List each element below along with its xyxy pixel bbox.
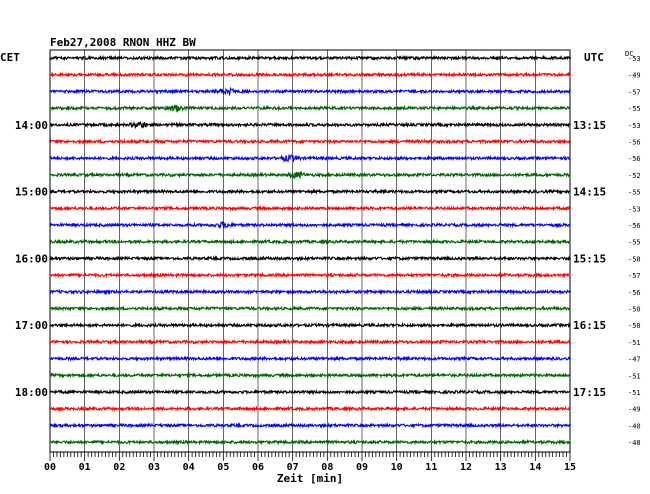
x-tick-label: 13 <box>495 462 507 473</box>
dc-offset-label: -56 <box>628 289 641 297</box>
trace-21 <box>49 388 571 396</box>
x-tick-label: 03 <box>148 462 160 473</box>
trace-1 <box>49 54 572 62</box>
right-hour-label: 14:15 <box>573 186 606 199</box>
x-tick-label: 07 <box>287 462 299 473</box>
dc-offset-label: -56 <box>628 155 641 163</box>
dc-offset-label: -56 <box>628 222 641 230</box>
x-tick-label: 02 <box>113 462 125 473</box>
x-tick-label: 12 <box>460 462 472 473</box>
trace-6 <box>49 138 572 145</box>
trace-19 <box>49 355 571 362</box>
trace-2 <box>49 71 572 79</box>
x-tick-label: 06 <box>252 462 264 473</box>
dc-offset-label: -47 <box>628 356 641 364</box>
x-tick-label: 00 <box>44 462 56 473</box>
trace-7 <box>49 154 571 164</box>
x-tick-label: 05 <box>217 462 229 473</box>
trace-11 <box>49 220 571 230</box>
dc-offset-label: -53 <box>628 122 641 130</box>
dc-offset-label: -40 <box>628 422 641 430</box>
trace-8 <box>49 170 571 180</box>
x-tick-label: 04 <box>183 462 195 473</box>
trace-3 <box>49 86 571 97</box>
trace-4 <box>49 104 571 114</box>
dc-offset-label: -58 <box>628 255 641 263</box>
x-tick-label: 14 <box>529 462 541 473</box>
trace-5 <box>49 120 571 130</box>
dc-offset-label: -53 <box>628 205 641 213</box>
trace-9 <box>49 188 571 195</box>
dc-offset-label: -51 <box>628 389 641 397</box>
dc-offset-label: -48 <box>628 439 641 447</box>
x-tick-label: 10 <box>391 462 403 473</box>
dc-offset-label: -55 <box>628 105 641 113</box>
left-hour-label: 15:00 <box>15 186 48 199</box>
x-tick-label: 11 <box>425 462 437 473</box>
right-hour-label: 16:15 <box>573 319 606 332</box>
x-tick-label: 15 <box>564 462 576 473</box>
left-zone-label: CET <box>0 51 20 64</box>
left-hour-label: 16:00 <box>15 252 48 265</box>
dc-offset-label: -49 <box>628 406 641 414</box>
trace-10 <box>49 204 572 212</box>
trace-22 <box>50 405 571 413</box>
trace-12 <box>49 238 571 246</box>
x-tick-label: 09 <box>356 462 368 473</box>
dc-offset-label: -57 <box>628 88 641 96</box>
trace-15 <box>49 288 572 296</box>
right-hour-label: 15:15 <box>573 252 606 265</box>
dc-offset-label: -52 <box>628 172 641 180</box>
dc-offset-label: -50 <box>628 322 641 330</box>
dc-offset-label: -53 <box>628 55 641 63</box>
trace-17 <box>49 321 571 329</box>
chart-title: Feb27,2008 RNON HHZ BW <box>50 36 196 49</box>
x-tick-label: 08 <box>321 462 333 473</box>
x-tick-label: 01 <box>79 462 91 473</box>
dc-offset-label: -49 <box>628 72 641 80</box>
trace-16 <box>49 305 571 312</box>
dc-offset-label: -55 <box>628 189 641 197</box>
x-axis-label: Zeit [min] <box>277 472 343 485</box>
dc-offset-header: DC <box>625 50 633 58</box>
trace-20 <box>49 371 571 379</box>
right-hour-label: 17:15 <box>573 386 606 399</box>
dc-offset-label: -55 <box>628 239 641 247</box>
trace-18 <box>49 338 572 346</box>
left-hour-label: 14:00 <box>15 119 48 132</box>
right-zone-label: UTC <box>584 51 604 64</box>
dc-offset-label: -50 <box>628 306 641 314</box>
dc-offset-label: -51 <box>628 339 641 347</box>
dc-offset-label: -51 <box>628 372 641 380</box>
trace-14 <box>49 271 571 279</box>
left-hour-label: 18:00 <box>15 386 48 399</box>
dc-offset-label: -57 <box>628 272 641 280</box>
trace-23 <box>49 421 572 429</box>
trace-13 <box>49 254 571 262</box>
dc-offset-label: -56 <box>628 139 641 147</box>
left-hour-label: 17:00 <box>15 319 48 332</box>
trace-24 <box>49 438 572 446</box>
right-hour-label: 13:15 <box>573 119 606 132</box>
